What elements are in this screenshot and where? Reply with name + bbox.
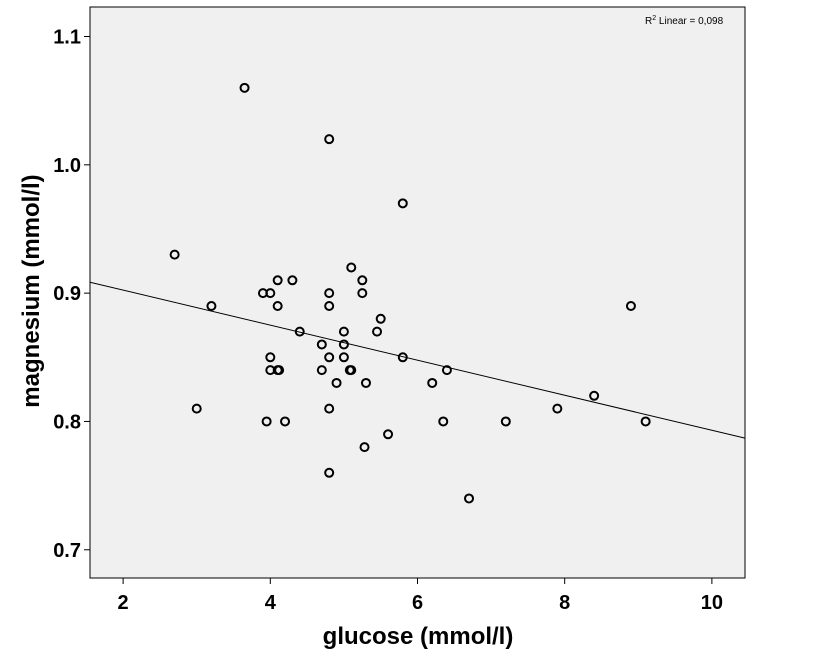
x-tick-label: 8 <box>559 592 570 614</box>
data-point <box>397 352 408 363</box>
data-point <box>324 403 335 414</box>
data-point <box>375 313 386 324</box>
data-point <box>338 352 349 363</box>
data-point <box>280 416 291 427</box>
y-tick-label: 0.9 <box>53 283 81 305</box>
x-tick-label: 4 <box>265 592 277 614</box>
data-point <box>438 416 449 427</box>
data-point <box>272 275 283 286</box>
data-point <box>397 198 408 209</box>
data-point <box>261 416 272 427</box>
data-point <box>357 288 368 299</box>
data-point <box>206 300 217 311</box>
data-point <box>274 365 285 376</box>
data-point <box>324 352 335 363</box>
data-points <box>169 82 651 504</box>
data-point <box>287 275 298 286</box>
data-point <box>383 429 394 440</box>
data-point <box>324 288 335 299</box>
data-point <box>265 288 276 299</box>
y-axis-ticks: 0.7 0.8 0.9 1.0 1.1 <box>53 27 90 562</box>
x-tick-label: 6 <box>412 592 423 614</box>
data-point <box>589 390 600 401</box>
data-point <box>331 377 342 388</box>
x-tick-label: 10 <box>701 592 723 614</box>
data-point <box>500 416 511 427</box>
data-point <box>338 339 349 350</box>
y-tick-label: 0.7 <box>53 540 81 562</box>
data-point <box>316 339 327 350</box>
data-point <box>324 467 335 478</box>
data-point <box>357 275 368 286</box>
plot-area <box>89 6 746 579</box>
data-point <box>625 300 636 311</box>
data-point <box>324 300 335 311</box>
data-point <box>316 365 327 376</box>
data-point <box>640 416 651 427</box>
data-point <box>169 249 180 260</box>
data-point <box>346 262 357 273</box>
data-point <box>272 300 283 311</box>
data-point <box>359 442 370 453</box>
y-axis-title: magnesium (mmol/l) <box>18 174 45 407</box>
data-point <box>372 326 383 337</box>
data-point <box>294 326 305 337</box>
data-point <box>552 403 563 414</box>
x-tick-label: 2 <box>118 592 129 614</box>
x-axis-title: glucose (mmol/l) <box>323 623 514 650</box>
fit-line-layer <box>89 281 746 439</box>
data-point <box>239 82 250 93</box>
y-tick-label: 1.0 <box>53 155 81 177</box>
r-squared-annotation: R2 Linear = 0,098 <box>645 15 724 27</box>
data-point <box>441 365 452 376</box>
data-point <box>464 493 475 504</box>
data-point <box>346 365 357 376</box>
data-point <box>338 326 349 337</box>
data-point <box>265 352 276 363</box>
data-point <box>324 134 335 145</box>
x-axis-ticks: 2 4 6 8 10 <box>118 578 723 614</box>
fit-line <box>89 281 746 439</box>
y-tick-label: 1.1 <box>53 27 81 49</box>
data-point <box>360 377 371 388</box>
data-point <box>191 403 202 414</box>
y-tick-label: 0.8 <box>53 411 81 433</box>
data-point <box>427 377 438 388</box>
